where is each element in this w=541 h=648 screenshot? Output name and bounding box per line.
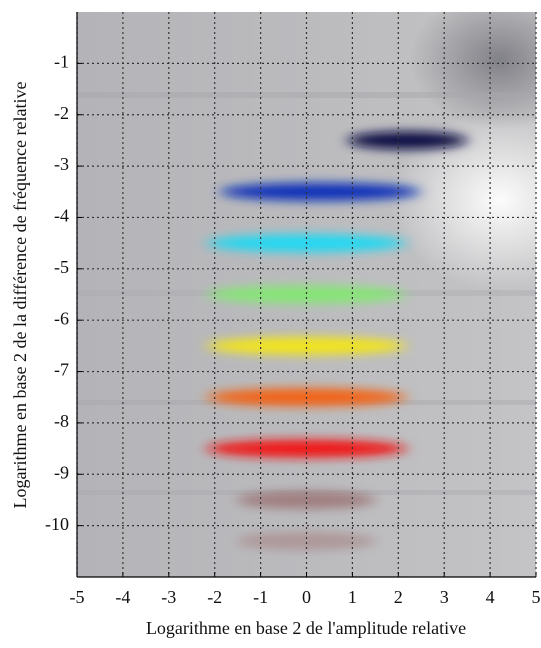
x-tick-label: 1 <box>348 587 357 607</box>
x-tick-label: -5 <box>70 587 85 607</box>
blob <box>236 532 377 551</box>
y-tick-label: -8 <box>54 411 69 431</box>
x-tick-label: -3 <box>161 587 176 607</box>
y-tick-label: -5 <box>54 257 69 277</box>
y-tick-label: -4 <box>54 206 69 226</box>
y-tick-label: -3 <box>54 154 69 174</box>
x-axis-label: Logarithme en base 2 de l'amplitude rela… <box>146 618 466 638</box>
blob <box>220 182 421 201</box>
x-tick-label: 0 <box>302 587 311 607</box>
x-tick-label: -2 <box>207 587 222 607</box>
y-tick-label: -9 <box>54 462 69 482</box>
x-tick-label: 5 <box>532 587 541 607</box>
y-tick-label: -7 <box>54 360 69 380</box>
x-tick-label: -1 <box>253 587 268 607</box>
y-tick-label: -1 <box>54 51 69 71</box>
x-tick-label: 3 <box>440 587 449 607</box>
x-tick-label: 2 <box>394 587 403 607</box>
blob <box>347 131 468 150</box>
blob <box>206 336 407 355</box>
blob <box>236 490 377 509</box>
y-tick-label: -6 <box>54 308 69 328</box>
y-axis-label: Logarithme en base 2 de la différence de… <box>10 82 30 509</box>
blob <box>206 285 407 304</box>
x-tick-label: 4 <box>486 587 495 607</box>
x-tick-label: -4 <box>115 587 130 607</box>
y-tick-label: -10 <box>45 514 69 534</box>
y-tick-label: -2 <box>54 103 69 123</box>
